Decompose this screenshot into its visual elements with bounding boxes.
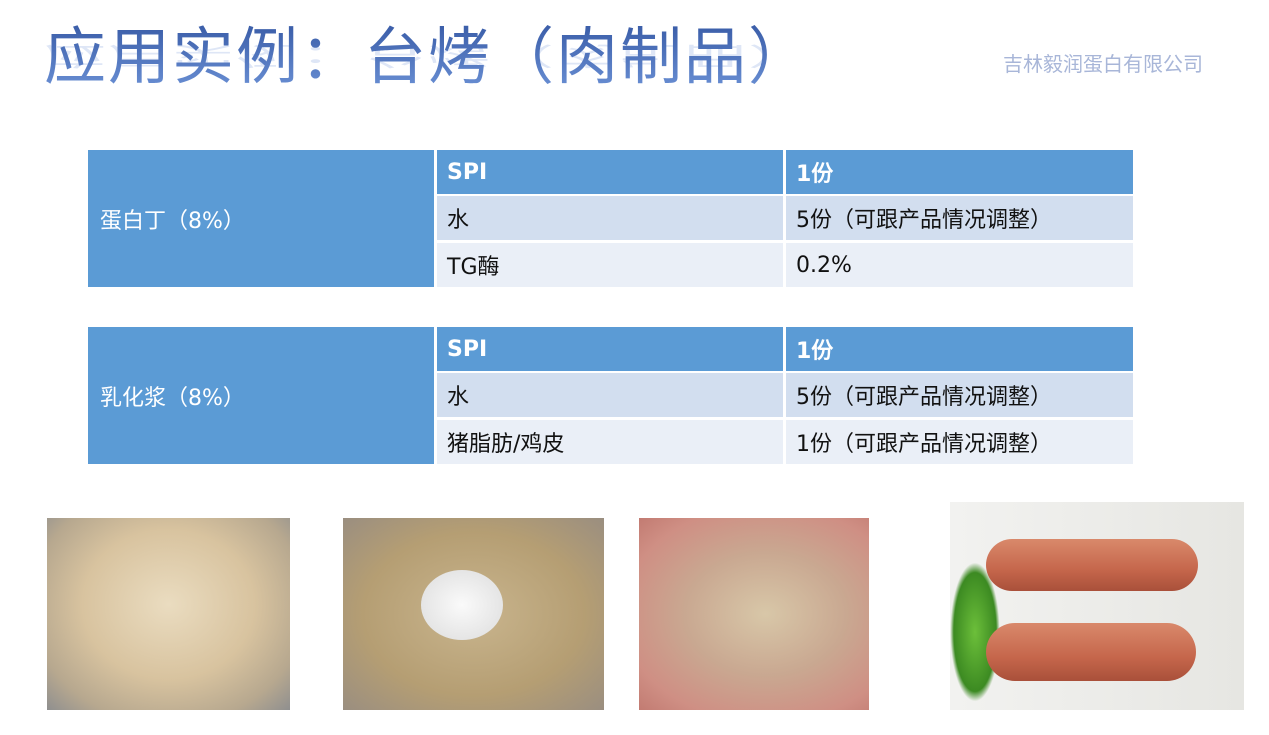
- meat-mixture-photo: [639, 518, 869, 710]
- sausage-photo: [950, 502, 1244, 710]
- leaf-garnish: [950, 562, 1000, 702]
- sausage: [986, 623, 1196, 681]
- table-cell: SPI: [437, 327, 783, 371]
- table-cell: 水: [437, 373, 783, 417]
- table-cell: 0.2%: [786, 243, 1133, 287]
- protein-cube-photo: [47, 518, 290, 710]
- table-cell: 水: [437, 196, 783, 240]
- table-cell: 1份: [786, 327, 1133, 371]
- page-title: 应用实例：台烤（肉制品）: [44, 6, 812, 96]
- chopped-mixture-photo: [343, 518, 604, 710]
- emulsion-table: 乳化浆（8%） SPI 1份 水 5份（可跟产品情况调整） 猪脂肪/鸡皮 1份（…: [88, 327, 1134, 465]
- mixer-cap: [421, 570, 503, 640]
- table-cell: 1份（可跟产品情况调整）: [786, 420, 1133, 464]
- table-label: 蛋白丁（8%）: [88, 150, 434, 287]
- table-label: 乳化浆（8%）: [88, 327, 434, 464]
- table-cell: SPI: [437, 150, 783, 194]
- company-name: 吉林毅润蛋白有限公司: [1003, 52, 1203, 76]
- sausage: [986, 539, 1198, 591]
- table-cell: 1份: [786, 150, 1133, 194]
- table-cell: 5份（可跟产品情况调整）: [786, 373, 1133, 417]
- table-cell: 5份（可跟产品情况调整）: [786, 196, 1133, 240]
- protein-cube-table: 蛋白丁（8%） SPI 1份 水 5份（可跟产品情况调整） TG酶 0.2%: [88, 150, 1134, 288]
- table-cell: 猪脂肪/鸡皮: [437, 420, 783, 464]
- table-cell: TG酶: [437, 243, 783, 287]
